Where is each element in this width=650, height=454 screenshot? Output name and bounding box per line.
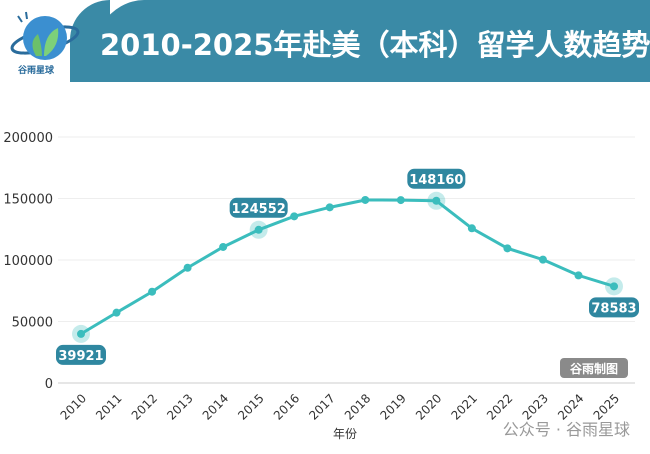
x-tick-label: 2011 [93, 391, 124, 422]
x-tick-label: 2016 [271, 391, 302, 422]
x-axis-label: 年份 [333, 427, 357, 441]
data-label: 39921 [58, 349, 103, 364]
data-point [610, 282, 618, 291]
x-tick-label: 2014 [200, 391, 231, 422]
wechat-watermark: 公众号 · 谷雨星球 [502, 420, 630, 439]
x-tick-label: 2019 [377, 391, 408, 422]
data-point [574, 271, 583, 280]
data-label-bg [407, 168, 466, 189]
data-point [325, 203, 334, 212]
y-tick-label: 150000 [3, 193, 53, 208]
data-point [396, 196, 405, 205]
logo [6, 8, 84, 78]
y-tick-label: 100000 [3, 254, 53, 269]
x-tick-label: 2013 [164, 391, 195, 422]
data-point [148, 287, 157, 296]
x-tick-label: 2012 [129, 391, 160, 422]
x-tick-label: 2010 [58, 391, 89, 422]
data-label-bg [229, 197, 288, 218]
data-point [254, 225, 263, 234]
data-label: 148160 [409, 173, 463, 188]
x-tick-label: 2015 [235, 391, 266, 422]
data-point [467, 224, 476, 233]
credit-badge: 谷雨制图 [570, 361, 618, 376]
data-label: 78583 [591, 301, 636, 316]
badge-bg [560, 358, 628, 378]
line-chart: 0 50000 100000 150000 200000 2010 2011 2012 2013… [3, 131, 639, 441]
x-tick-label: 2020 [413, 391, 444, 422]
page-title: 2010-2025年赴美（本科）留学人数趋势 [100, 28, 650, 62]
data-point [77, 329, 85, 338]
planet-leaf-logo-icon [10, 11, 80, 60]
logo-text: 谷雨星球 [18, 66, 55, 76]
series-line [80, 198, 615, 336]
y-tick-label: 0 [45, 377, 53, 392]
data-point [112, 308, 121, 317]
data-point [503, 244, 512, 253]
data-point [290, 212, 299, 221]
data-label-bg [589, 297, 639, 318]
y-tick-label: 200000 [3, 131, 53, 146]
data-point [432, 196, 441, 205]
title-banner [70, 0, 650, 82]
data-label-bg [56, 344, 106, 365]
y-tick-label: 50000 [12, 316, 53, 331]
data-label: 124552 [232, 202, 286, 217]
data-point [361, 195, 370, 204]
x-tick-label: 2021 [448, 391, 479, 422]
data-point [538, 255, 547, 264]
data-point [219, 242, 228, 251]
x-tick-label: 2017 [306, 391, 337, 422]
x-tick-label: 2018 [342, 391, 373, 422]
data-point [183, 263, 192, 272]
